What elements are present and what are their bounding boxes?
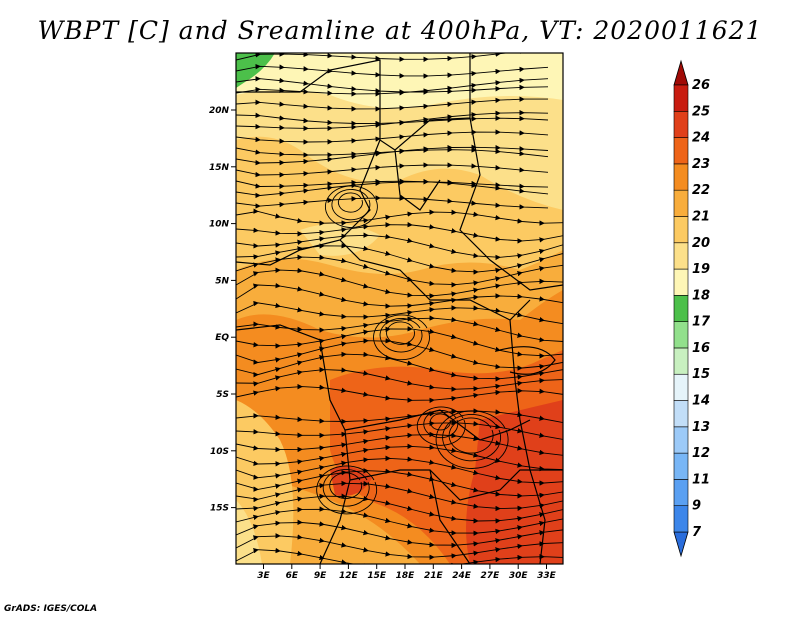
colorbar-label: 15 xyxy=(692,367,710,382)
colorbar-box xyxy=(673,163,689,191)
colorbar-label: 14 xyxy=(692,394,710,409)
streamline xyxy=(236,53,525,63)
wbpt-field xyxy=(236,53,563,564)
colorbar-min-triangle xyxy=(673,531,689,558)
colorbar-label: 22 xyxy=(692,183,710,198)
streamline xyxy=(236,63,549,79)
streamline-eddy xyxy=(416,406,466,446)
colorbar-label: 11 xyxy=(692,472,710,487)
streamline xyxy=(236,77,549,97)
lat-tick-label: 20N xyxy=(209,106,230,116)
colorbar-label: 18 xyxy=(692,288,710,303)
streamline xyxy=(236,109,549,132)
colorbar-label: 7 xyxy=(692,525,702,540)
colorbar-box xyxy=(673,479,689,507)
colorbar-label: 16 xyxy=(692,341,710,356)
colorbar-box xyxy=(673,452,689,480)
colorbar-label: 13 xyxy=(692,420,710,435)
streamline xyxy=(236,96,548,112)
streamline xyxy=(236,547,563,564)
lon-tick-label: 30E xyxy=(509,571,529,581)
lat-tick-label: EQ xyxy=(215,333,229,343)
colorbar-box xyxy=(673,137,689,165)
colorbar-label: 9 xyxy=(692,499,701,514)
lon-tick-label: 24E xyxy=(452,571,472,581)
colorbar: 7 9 11 12 13 14 15 16 17 18 19 20 21 22 23 24 25 26 xyxy=(673,59,711,558)
lon-tick-label: 9E xyxy=(314,571,327,581)
lat-tick-label: 15S xyxy=(210,504,229,514)
streamline xyxy=(236,300,563,325)
colorbar-label: 26 xyxy=(692,78,710,93)
lon-tick-label: 12E xyxy=(339,571,359,581)
streamline-eddy xyxy=(442,414,502,462)
colorbar-label: 20 xyxy=(692,236,710,251)
colorbar-max-triangle xyxy=(673,59,689,86)
streamline xyxy=(236,179,549,199)
country-borders xyxy=(236,53,563,564)
map-frame xyxy=(235,52,564,565)
colorbar-label: 17 xyxy=(692,315,711,330)
colorbar-box xyxy=(673,84,689,112)
streamline-eddy xyxy=(373,314,430,361)
colorbar-label: 25 xyxy=(692,104,710,119)
colorbar-label: 12 xyxy=(692,446,710,461)
lat-tick-label: 10S xyxy=(210,447,229,457)
lon-tick-label: 15E xyxy=(367,571,387,581)
streamline xyxy=(236,144,549,166)
streamline-eddy xyxy=(316,465,378,515)
colorbar-box xyxy=(673,347,689,375)
streamline-eddy xyxy=(338,192,363,213)
colorbar-box xyxy=(673,373,689,401)
lon-tick-label: 3E xyxy=(257,571,270,581)
colorbar-label: 21 xyxy=(692,209,710,224)
colorbar-box xyxy=(673,189,689,217)
streamlines xyxy=(236,53,563,564)
streamline-eddy xyxy=(386,321,415,345)
lon-tick-label: 21E xyxy=(424,571,444,581)
streamline-eddy xyxy=(379,317,423,353)
streamline-eddy xyxy=(429,413,451,431)
streamline xyxy=(236,208,563,226)
streamline-eddy xyxy=(322,469,370,507)
colorbar-box xyxy=(673,400,689,428)
colorbar-box xyxy=(673,321,689,349)
colorbar-box xyxy=(673,295,689,322)
colorbar-label: 24 xyxy=(692,131,710,146)
streamline xyxy=(236,408,563,425)
streamline xyxy=(236,195,549,210)
lon-tick-label: 18E xyxy=(396,571,416,581)
latitude-axis: 20N 15N 10N 5N EQ 5S 10S 15S xyxy=(209,106,236,514)
streamline xyxy=(236,162,549,178)
longitude-axis: 3E 6E 9E 12E 15E 18E 21E 24E 27E 30E 33E xyxy=(257,564,557,581)
colorbar-box xyxy=(673,216,689,244)
lat-tick-label: 5S xyxy=(216,390,229,400)
colorbar-box xyxy=(673,110,689,138)
streamline-eddy xyxy=(435,410,509,469)
lat-tick-label: 15N xyxy=(209,163,230,173)
lon-tick-label: 33E xyxy=(537,571,557,581)
credit-label: GrADS: IGES/COLA xyxy=(4,604,98,614)
lon-tick-label: 27E xyxy=(481,571,501,581)
colorbar-box xyxy=(673,268,689,296)
lat-tick-label: 10N xyxy=(209,220,230,230)
streamline-eddy xyxy=(448,417,494,454)
lon-tick-label: 6E xyxy=(286,571,299,581)
map-title: WBPT [C] and Sreamline at 400hPa, VT: 20… xyxy=(37,16,763,45)
colorbar-box xyxy=(673,242,689,270)
colorbar-box xyxy=(673,505,689,533)
streamline xyxy=(236,129,549,145)
streamline-eddy xyxy=(324,185,378,228)
colorbar-box xyxy=(673,426,689,454)
colorbar-label: 23 xyxy=(692,157,710,172)
streamline xyxy=(236,383,563,404)
lat-tick-label: 5N xyxy=(215,276,229,286)
streamline-eddy xyxy=(423,410,459,439)
colorbar-label: 19 xyxy=(692,262,710,277)
